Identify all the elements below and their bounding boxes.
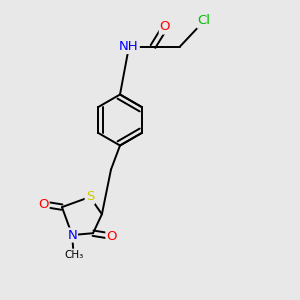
Text: NH: NH: [119, 40, 139, 53]
Text: O: O: [38, 198, 49, 211]
Text: O: O: [106, 230, 117, 243]
Text: CH₃: CH₃: [64, 250, 83, 260]
Text: O: O: [160, 20, 170, 34]
Text: Cl: Cl: [197, 14, 211, 28]
Text: S: S: [86, 190, 94, 203]
Text: N: N: [67, 229, 77, 242]
